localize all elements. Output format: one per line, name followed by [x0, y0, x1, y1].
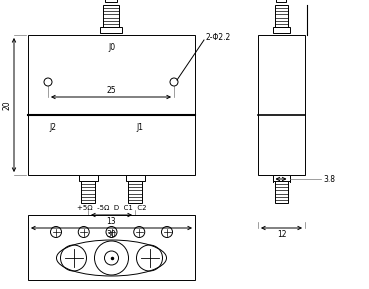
Text: J1: J1 — [137, 123, 144, 131]
Text: 2-Φ2.2: 2-Φ2.2 — [205, 34, 230, 42]
Bar — [28, 35, 195, 115]
Bar — [272, 175, 290, 181]
Bar — [272, 27, 290, 33]
Text: 25: 25 — [106, 86, 116, 95]
Bar — [28, 215, 195, 280]
Text: +5Ω  -5Ω  D  C1  C2: +5Ω -5Ω D C1 C2 — [77, 205, 146, 211]
Bar — [128, 181, 142, 203]
Text: 12: 12 — [277, 230, 286, 239]
Bar — [28, 115, 195, 175]
Bar — [105, 0, 117, 2]
Bar — [275, 181, 287, 203]
Text: J0: J0 — [108, 42, 115, 51]
Bar — [79, 175, 97, 181]
Bar — [103, 5, 119, 27]
Text: 30: 30 — [107, 230, 116, 239]
Text: J2: J2 — [49, 123, 56, 131]
Bar — [275, 5, 287, 27]
Bar — [81, 181, 95, 203]
Bar — [276, 0, 286, 2]
Text: 13: 13 — [107, 217, 116, 226]
Text: 3.8: 3.8 — [323, 175, 335, 184]
Text: 20: 20 — [3, 100, 12, 110]
Bar — [100, 27, 122, 33]
Bar — [125, 175, 145, 181]
Bar — [258, 35, 305, 175]
